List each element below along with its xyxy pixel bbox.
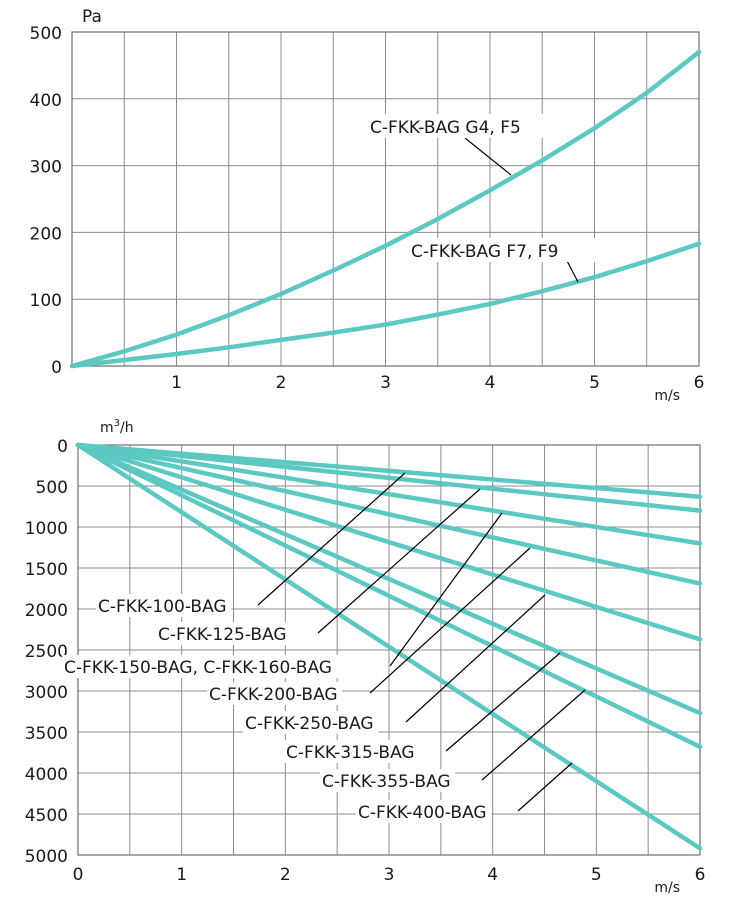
x-tick-label: 1 [171,373,182,393]
x-tick-label: 2 [276,373,287,393]
leader-line [369,547,531,694]
y-tick-label: 3000 [25,683,68,703]
flow-line-series-2 [75,442,703,513]
label-background [320,769,456,792]
x-axis-unit: m/s [654,880,680,896]
label-background [96,594,232,617]
series-label-g4-f5: C-FKK-BAG G4, F5 [370,118,521,138]
y-tick-label: 3500 [25,724,68,744]
y-tick-label: 200 [30,224,62,244]
x-tick-label: 5 [591,865,602,885]
y-tick-label: 5000 [25,847,68,867]
series-label-3: C-FKK-150-BAG, C-FKK-160-BAG [64,658,332,678]
flow-line-series-5 [75,442,703,642]
y-axis-unit: m3/h [100,418,134,436]
x-tick-label: 4 [487,865,498,885]
flow-line-series-6 [75,442,703,716]
flow-line-series-3 [75,442,703,546]
x-tick-label: 0 [73,865,84,885]
plot-frame [77,444,701,856]
label-background [409,238,599,262]
flow-line-series-8 [75,442,703,851]
leader-line [317,488,481,634]
series-label-6: C-FKK-315-BAG [286,743,415,763]
y-tick-label: 2000 [25,601,68,621]
x-axis-unit: m/s [654,388,680,404]
y-tick-label: 2500 [25,642,68,662]
y-tick-label: 4500 [25,806,68,826]
leader-line [405,594,546,723]
pressure-drop-chart: 0 100 200 300 400 500 1 2 3 4 5 6 Pa m/s C-FKK-BAG G4,… [30,7,705,404]
x-tick-label: 1 [176,865,187,885]
air-flow-chart: 0 500 1000 1500 2000 2500 3000 3500 4000 4500 5000… [25,418,706,896]
label-background [62,655,349,678]
y-tick-label: 0 [57,437,68,457]
x-tick-label: 3 [380,373,391,393]
leader-line [257,472,406,606]
y-axis-unit: Pa [82,7,102,27]
series-label-1: C-FKK-100-BAG [98,597,227,617]
series-label-f7-f9: C-FKK-BAG F7, F9 [411,242,558,262]
leader-line [464,137,512,176]
y-tick-label: 1500 [25,560,68,580]
label-background [243,711,379,734]
y-tick-label: 0 [51,358,62,378]
x-tick-label: 5 [589,373,600,393]
x-tick-label: 3 [384,865,395,885]
y-tick-label: 100 [30,291,62,311]
y-tick-label: 500 [30,24,62,44]
y-tick-label: 500 [36,478,68,498]
series-label-4: C-FKK-200-BAG [209,685,338,705]
y-tick-label: 400 [30,91,62,111]
leader-line [445,652,561,752]
label-background [207,682,343,705]
leader-line [389,512,503,667]
plot-frame [71,31,700,367]
leader-line [481,689,586,781]
y-tick-label: 1000 [25,519,68,539]
flow-line-series-4 [75,442,703,586]
series-label-5: C-FKK-250-BAG [245,714,374,734]
leader-line [517,762,573,812]
flow-line-series-1 [75,442,703,499]
x-tick-label: 6 [695,865,706,885]
series-label-7: C-FKK-355-BAG [322,772,451,792]
y-tick-label: 300 [30,158,62,178]
label-background [156,622,292,645]
x-tick-label: 2 [280,865,291,885]
curve-series-2 [69,241,702,369]
label-background [368,114,556,138]
flow-line-series-7 [75,442,703,750]
series-label-2: C-FKK-125-BAG [158,625,287,645]
x-tick-label: 4 [485,373,496,393]
label-background [356,800,492,823]
y-tick-label: 4000 [25,765,68,785]
label-background [284,740,420,763]
series-label-8: C-FKK-400-BAG [358,803,487,823]
curve-series-1 [69,49,702,369]
x-tick-label: 6 [694,373,705,393]
